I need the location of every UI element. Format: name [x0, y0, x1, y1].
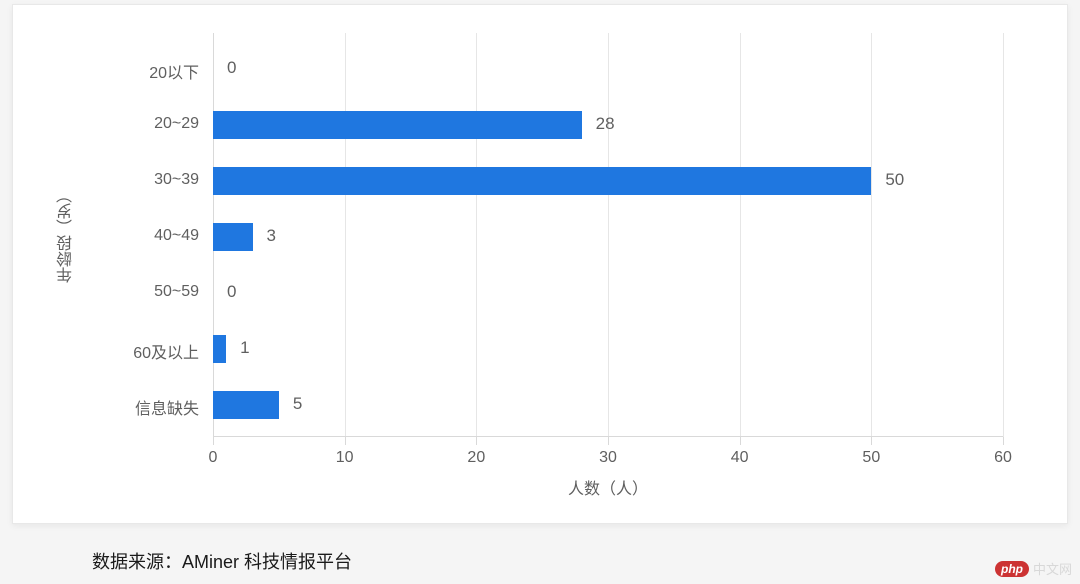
bar-value-label: 0	[227, 58, 236, 78]
bar-value-label: 5	[293, 394, 302, 414]
plot-area: 0 28 50 3 0 1 5	[213, 33, 1003, 437]
bar-value-label: 50	[885, 170, 904, 190]
source-label: 数据来源：	[92, 552, 182, 572]
data-source: 数据来源：AMiner 科技情报平台	[92, 548, 352, 574]
category-label: 40~49	[13, 227, 199, 245]
bar-value-label: 0	[227, 282, 236, 302]
gridline	[608, 33, 609, 437]
category-label: 20~29	[13, 115, 199, 133]
x-tick-label: 0	[209, 449, 218, 467]
bar	[213, 167, 871, 195]
x-tick-label: 20	[467, 449, 485, 467]
x-tick	[1003, 437, 1004, 445]
category-label: 30~39	[13, 171, 199, 189]
bar-value-label: 28	[596, 114, 615, 134]
bar	[213, 223, 253, 251]
bar-value-label: 3	[267, 226, 276, 246]
x-tick-labels: 0102030405060	[213, 437, 1003, 467]
x-axis-title: 人数（人）	[213, 475, 1003, 499]
watermark-text: 中文网	[1033, 559, 1072, 578]
category-label: 60及以上	[13, 339, 199, 363]
bar	[213, 111, 582, 139]
x-tick-label: 40	[731, 449, 749, 467]
x-tick-label: 50	[862, 449, 880, 467]
x-tick-label: 60	[994, 449, 1012, 467]
category-label: 信息缺失	[13, 395, 199, 419]
watermark-badge: php	[995, 561, 1029, 577]
category-label: 50~59	[13, 283, 199, 301]
gridline	[345, 33, 346, 437]
chart-card: 年龄段（岁） 028503015 20以下20~2930~3940~4950~5…	[12, 4, 1068, 524]
bar	[213, 391, 279, 419]
gridline	[476, 33, 477, 437]
x-tick-label: 30	[599, 449, 617, 467]
category-label: 20以下	[13, 59, 199, 83]
x-tick-label: 10	[336, 449, 354, 467]
gridline	[871, 33, 872, 437]
watermark: php 中文网	[995, 559, 1072, 578]
bar-value-label: 1	[240, 338, 249, 358]
source-value: AMiner 科技情报平台	[182, 552, 352, 572]
gridline	[1003, 33, 1004, 437]
bar	[213, 335, 226, 363]
gridline	[740, 33, 741, 437]
